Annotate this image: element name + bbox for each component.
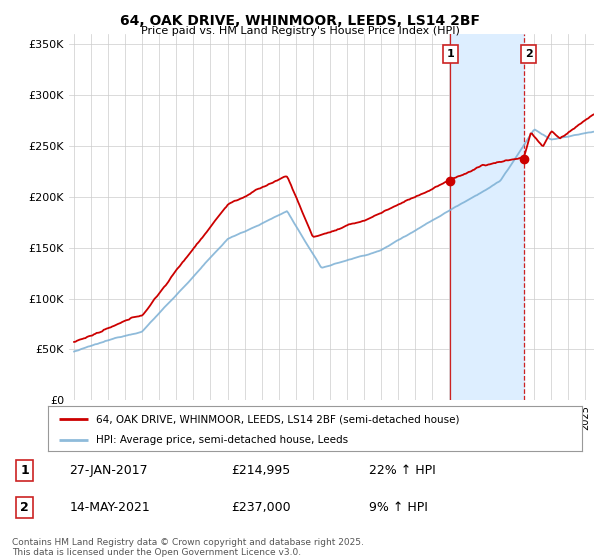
- Text: 14-MAY-2021: 14-MAY-2021: [70, 501, 151, 514]
- Text: 2: 2: [20, 501, 29, 514]
- Text: 9% ↑ HPI: 9% ↑ HPI: [369, 501, 428, 514]
- Text: 64, OAK DRIVE, WHINMOOR, LEEDS, LS14 2BF (semi-detached house): 64, OAK DRIVE, WHINMOOR, LEEDS, LS14 2BF…: [96, 414, 460, 424]
- Text: 1: 1: [446, 49, 454, 59]
- Text: 22% ↑ HPI: 22% ↑ HPI: [369, 464, 436, 477]
- Text: Price paid vs. HM Land Registry's House Price Index (HPI): Price paid vs. HM Land Registry's House …: [140, 26, 460, 36]
- Text: HPI: Average price, semi-detached house, Leeds: HPI: Average price, semi-detached house,…: [96, 435, 348, 445]
- Text: Contains HM Land Registry data © Crown copyright and database right 2025.
This d: Contains HM Land Registry data © Crown c…: [12, 538, 364, 557]
- Text: 27-JAN-2017: 27-JAN-2017: [70, 464, 148, 477]
- Text: 1: 1: [20, 464, 29, 477]
- Text: £237,000: £237,000: [231, 501, 290, 514]
- Text: 2: 2: [525, 49, 533, 59]
- Bar: [451, 34, 524, 400]
- Text: 64, OAK DRIVE, WHINMOOR, LEEDS, LS14 2BF: 64, OAK DRIVE, WHINMOOR, LEEDS, LS14 2BF: [120, 14, 480, 28]
- Text: £214,995: £214,995: [231, 464, 290, 477]
